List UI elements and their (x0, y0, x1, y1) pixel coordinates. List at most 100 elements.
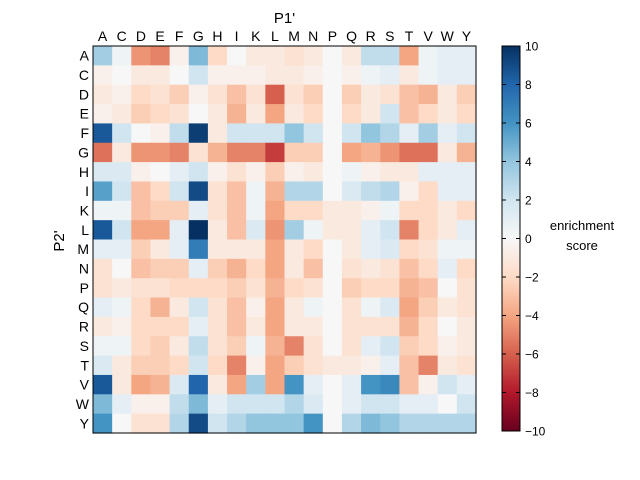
heatmap-cell-C-A (93, 65, 113, 86)
heatmap-cell-W-L (265, 394, 286, 415)
heatmap-cell-E-W (437, 104, 458, 124)
heatmap-cell-C-I (227, 65, 247, 86)
heatmap-cell-R-Q (341, 316, 362, 337)
y-tick-label-H: H (79, 164, 89, 180)
heatmap-cell-W-W (437, 394, 458, 415)
y-tick-label-I: I (85, 183, 89, 199)
heatmap-cell-D-Q (341, 84, 362, 105)
heatmap-cell-Y-S (380, 413, 400, 434)
heatmap-cell-P-V (418, 278, 439, 299)
heatmap-cell-D-F (169, 84, 190, 105)
heatmap-cell-M-V (418, 239, 439, 260)
heatmap-cell-P-T (399, 278, 420, 299)
heatmap-cell-G-C (112, 142, 132, 163)
heatmap-cell-A-N (303, 46, 324, 66)
heatmap-cell-D-A (93, 84, 113, 105)
heatmap-cell-E-H (207, 104, 228, 124)
heatmap-cell-Y-C (112, 413, 132, 434)
heatmap-cell-S-R (361, 336, 381, 357)
heatmap-cell-W-S (380, 394, 400, 415)
heatmap-cell-P-L (265, 278, 286, 299)
heatmap-cell-I-L (265, 181, 286, 202)
heatmap-cell-G-T (399, 142, 420, 163)
y-tick-label-P: P (80, 280, 89, 296)
heatmap-cell-A-Q (341, 46, 362, 66)
heatmap-cell-L-M (284, 220, 305, 241)
heatmap-cell-Y-H (207, 413, 228, 434)
heatmap-cell-V-T (399, 374, 420, 395)
heatmap-cell-Q-T (399, 297, 420, 318)
heatmap-cell-F-H (207, 123, 228, 144)
y-tick-label-T: T (80, 357, 89, 373)
heatmap-cell-R-E (150, 316, 171, 337)
heatmap-cell-W-K (246, 394, 266, 415)
heatmap-cell-L-W (437, 220, 458, 241)
heatmap-cell-D-D (131, 84, 152, 105)
heatmap-cell-Y-T (399, 413, 420, 434)
heatmap-cell-T-I (227, 355, 247, 376)
heatmap-cell-Q-S (380, 297, 400, 318)
heatmap-cell-C-K (246, 65, 266, 86)
heatmap-cell-H-C (112, 162, 132, 183)
heatmap-cell-F-Y (456, 123, 477, 144)
heatmap-cell-M-N (303, 239, 324, 260)
heatmap-cell-P-N (303, 278, 324, 299)
heatmap-cell-C-E (150, 65, 171, 86)
heatmap-cell-T-W (437, 355, 458, 376)
heatmap-cell-M-G (188, 239, 209, 260)
heatmap-cell-Q-Q (341, 297, 362, 318)
heatmap-cell-A-G (188, 46, 209, 66)
heatmap-cell-D-H (207, 84, 228, 105)
heatmap-cell-G-G (188, 142, 209, 163)
heatmap-cell-F-V (418, 123, 439, 144)
heatmap-cell-H-T (399, 162, 420, 183)
heatmap-cell-F-P (322, 123, 343, 144)
heatmap-cell-I-W (437, 181, 458, 202)
heatmap-cell-V-N (303, 374, 324, 395)
colorbar-label-line-1: enrichment (550, 218, 615, 233)
heatmap-cell-T-S (380, 355, 400, 376)
heatmap-cell-R-S (380, 316, 400, 337)
heatmap-cell-F-T (399, 123, 420, 144)
heatmap-cell-P-E (150, 278, 171, 299)
heatmap-cell-H-G (188, 162, 209, 183)
heatmap-cell-T-F (169, 355, 190, 376)
heatmap-cell-C-F (169, 65, 190, 86)
heatmap-cell-P-Y (456, 278, 477, 299)
heatmap-cell-M-Q (341, 239, 362, 260)
heatmap-cell-D-T (399, 84, 420, 105)
heatmap-cell-K-V (418, 200, 439, 221)
heatmap-cell-G-Y (456, 142, 477, 163)
heatmap-cell-I-A (93, 181, 113, 202)
y-tick-label-E: E (80, 106, 89, 122)
heatmap-cell-K-C (112, 200, 132, 221)
heatmap-cell-Q-G (188, 297, 209, 318)
heatmap-cell-A-R (361, 46, 381, 66)
heatmap-cell-R-V (418, 316, 439, 337)
heatmap-cell-F-C (112, 123, 132, 144)
heatmap-cell-F-K (246, 123, 266, 144)
heatmap-cell-D-R (361, 84, 381, 105)
heatmap-cell-N-E (150, 258, 171, 279)
heatmap-cell-Y-G (188, 413, 209, 434)
y-tick-label-C: C (79, 67, 89, 83)
y-tick-label-A: A (80, 48, 90, 64)
x-tick-label-H: H (212, 28, 222, 44)
colorbar-tick-label: 10 (525, 40, 539, 54)
heatmap-cell-N-W (437, 258, 458, 279)
x-tick-label-N: N (308, 28, 318, 44)
heatmap-cell-Y-W (437, 413, 458, 434)
heatmap-cell-L-A (93, 220, 113, 241)
heatmap-cell-D-N (303, 84, 324, 105)
heatmap-cell-S-T (399, 336, 420, 357)
heatmap-cell-N-R (361, 258, 381, 279)
heatmap-cell-P-H (207, 278, 228, 299)
heatmap-cell-A-M (284, 46, 305, 66)
heatmap-cell-Q-L (265, 297, 286, 318)
heatmap-cell-N-N (303, 258, 324, 279)
heatmap-cell-A-C (112, 46, 132, 66)
heatmap-cell-I-H (207, 181, 228, 202)
heatmap-cell-R-L (265, 316, 286, 337)
heatmap-cell-M-T (399, 239, 420, 260)
heatmap-cell-C-L (265, 65, 286, 86)
